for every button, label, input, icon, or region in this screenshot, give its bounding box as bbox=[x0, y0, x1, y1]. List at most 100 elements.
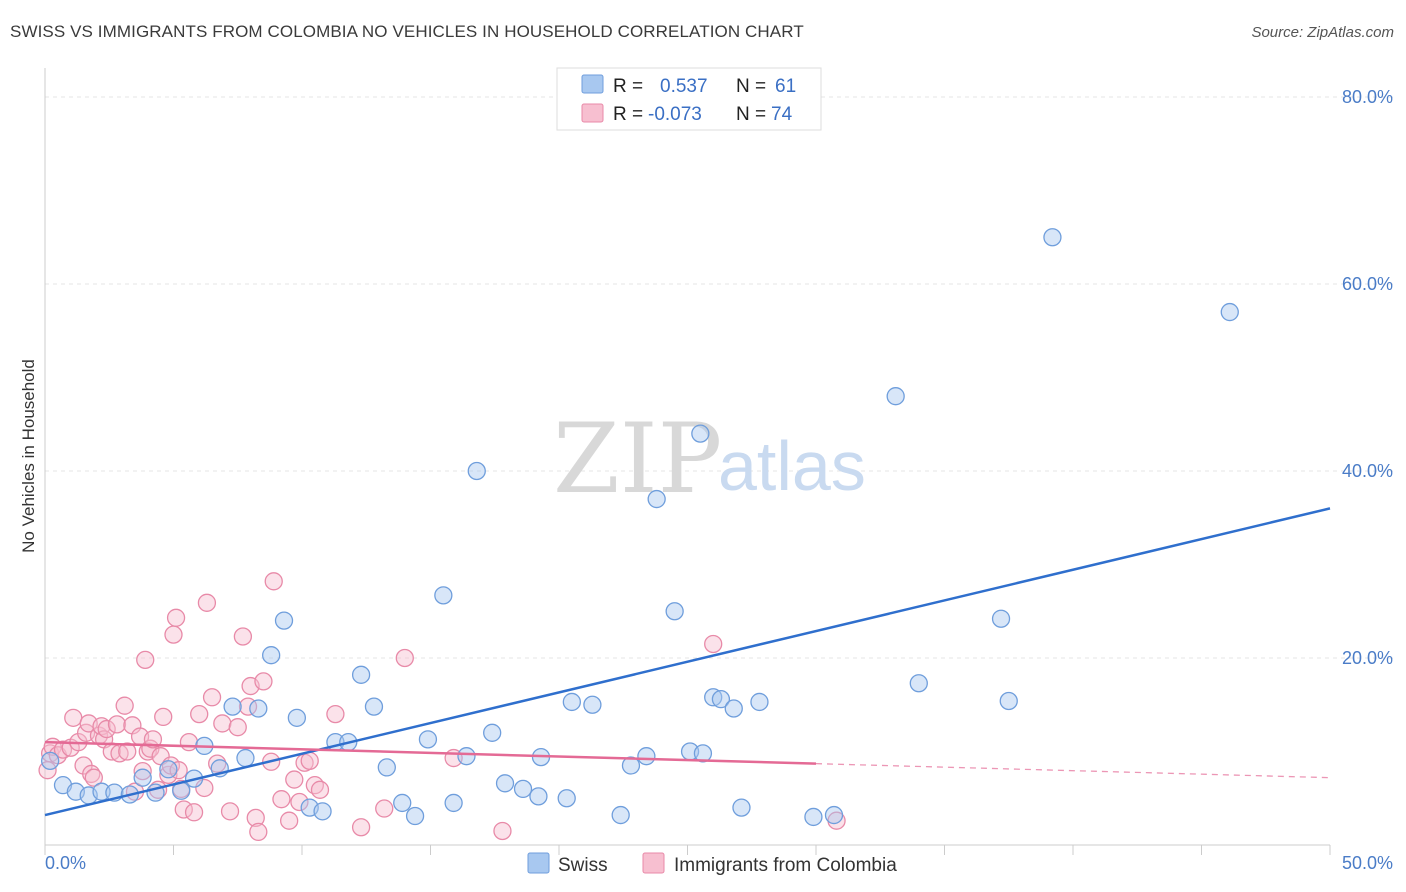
data-point bbox=[164, 625, 183, 644]
data-point bbox=[732, 798, 751, 817]
x-tick-label: 50.0% bbox=[1342, 853, 1393, 873]
data-point bbox=[647, 489, 666, 509]
data-point bbox=[351, 818, 371, 837]
legend-n-label: N = bbox=[736, 104, 766, 125]
data-point bbox=[107, 715, 127, 734]
data-point bbox=[393, 793, 412, 813]
data-point bbox=[40, 751, 60, 770]
data-point bbox=[197, 593, 217, 612]
data-point bbox=[909, 674, 928, 693]
bottom-legend-swatch-swiss bbox=[527, 852, 550, 874]
data-point bbox=[166, 608, 186, 627]
chart-title: SWISS VS IMMIGRANTS FROM COLOMBIA NO VEH… bbox=[10, 22, 804, 41]
trend-line bbox=[44, 507, 1331, 817]
data-point bbox=[220, 802, 240, 821]
data-point bbox=[118, 742, 137, 761]
legend-swatch-swiss bbox=[581, 74, 604, 94]
data-point bbox=[249, 699, 268, 718]
data-point bbox=[228, 718, 247, 737]
data-point bbox=[493, 821, 512, 841]
bottom-legend-swatch-colombia bbox=[642, 852, 665, 874]
data-point bbox=[665, 602, 684, 621]
trend-line-extension bbox=[815, 763, 1331, 779]
data-point bbox=[513, 779, 533, 799]
data-point bbox=[272, 790, 291, 809]
data-point bbox=[290, 792, 309, 812]
data-point bbox=[693, 744, 713, 763]
data-point bbox=[691, 424, 710, 443]
data-point bbox=[213, 714, 232, 733]
y-tick-label: 40.0% bbox=[1342, 461, 1393, 481]
legend-r-label: R = bbox=[613, 76, 643, 97]
data-point bbox=[557, 789, 576, 808]
data-point bbox=[405, 806, 425, 826]
data-point bbox=[467, 461, 486, 481]
data-point bbox=[364, 697, 384, 716]
watermark-zip: ZIP bbox=[553, 403, 722, 515]
data-point bbox=[236, 748, 255, 768]
data-point bbox=[621, 756, 641, 775]
data-point bbox=[159, 760, 178, 779]
data-point bbox=[1043, 228, 1062, 247]
legend-n-value: 61 bbox=[775, 76, 796, 97]
bottom-legend-swiss: Swiss bbox=[558, 855, 608, 876]
data-point bbox=[457, 747, 476, 766]
data-point bbox=[154, 707, 173, 727]
y-axis-label: No Vehicles in Household bbox=[19, 359, 38, 553]
data-point bbox=[133, 761, 152, 781]
data-point bbox=[824, 805, 844, 825]
correlation-legend: R = 0.537 N = 61 R = -0.073 N = 74 bbox=[556, 67, 822, 131]
data-point bbox=[310, 780, 330, 799]
data-point bbox=[115, 696, 134, 715]
data-point bbox=[64, 708, 83, 727]
data-point bbox=[184, 803, 204, 822]
data-point bbox=[174, 800, 193, 819]
data-point bbox=[287, 708, 307, 727]
data-point bbox=[190, 704, 209, 724]
data-point bbox=[418, 730, 438, 749]
data-point bbox=[495, 774, 515, 793]
data-point bbox=[97, 719, 116, 739]
y-tick-labels: 20.0% 40.0% 60.0% 80.0% bbox=[1342, 87, 1393, 668]
data-point bbox=[724, 699, 743, 718]
data-point bbox=[300, 751, 319, 770]
legend-n-value: 74 bbox=[771, 104, 793, 125]
data-point bbox=[249, 822, 268, 842]
data-point bbox=[562, 692, 581, 712]
data-point bbox=[434, 586, 453, 605]
x-tick-labels: 0.0% 50.0% bbox=[45, 853, 1393, 873]
data-point bbox=[262, 646, 281, 665]
data-point bbox=[274, 611, 294, 630]
data-point bbox=[84, 768, 103, 787]
data-point bbox=[704, 634, 723, 654]
data-point bbox=[351, 665, 371, 684]
data-point bbox=[279, 811, 299, 830]
data-point bbox=[285, 770, 304, 789]
data-point bbox=[377, 758, 396, 777]
data-point bbox=[133, 768, 152, 787]
data-point bbox=[529, 787, 548, 806]
legend-r-value: -0.073 bbox=[648, 104, 702, 125]
data-point bbox=[750, 692, 769, 712]
data-point bbox=[637, 747, 656, 766]
data-point bbox=[179, 733, 199, 752]
data-point bbox=[395, 648, 414, 668]
data-point bbox=[92, 782, 111, 801]
series-legend: Swiss Immigrants from Colombia bbox=[527, 852, 897, 876]
legend-swatch-colombia bbox=[581, 103, 604, 123]
source-credit: Source: ZipAtlas.com bbox=[1251, 24, 1394, 41]
data-point bbox=[611, 805, 630, 825]
legend-r-value: 0.537 bbox=[660, 76, 708, 97]
data-point bbox=[804, 807, 823, 827]
data-point bbox=[136, 650, 155, 670]
trend-lines bbox=[44, 507, 1331, 817]
data-point bbox=[583, 695, 602, 714]
y-tick-label: 20.0% bbox=[1342, 648, 1393, 668]
data-point bbox=[991, 609, 1011, 628]
data-point bbox=[202, 688, 222, 707]
data-point bbox=[143, 730, 163, 749]
data-points bbox=[38, 228, 1239, 842]
data-point bbox=[233, 627, 253, 646]
y-tick-label: 80.0% bbox=[1342, 87, 1393, 107]
